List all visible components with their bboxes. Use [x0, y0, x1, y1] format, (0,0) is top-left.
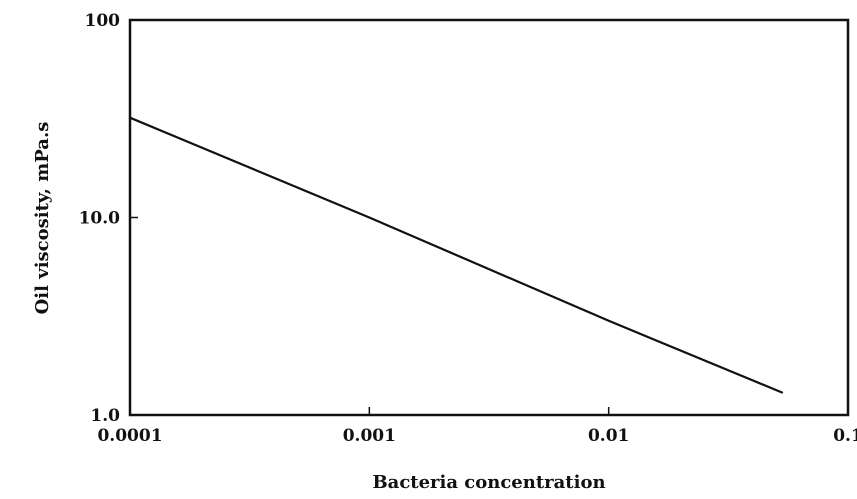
x-tick-label: 0.1	[833, 426, 857, 446]
x-tick-label: 0.01	[588, 426, 629, 446]
y-axis-ticks: 1.0 10.0 100	[79, 11, 138, 426]
y-tick-label: 100	[85, 11, 121, 31]
x-tick-label: 0.0001	[97, 426, 162, 446]
y-axis-label: Oil viscosity, mPa.s	[32, 122, 53, 315]
y-tick-label: 10.0	[79, 209, 121, 229]
x-axis-ticks: 0.0001 0.001 0.01 0.1	[97, 407, 857, 446]
x-tick-label: 0.001	[343, 426, 396, 446]
series-line	[128, 116, 784, 394]
plot-frame	[128, 18, 850, 417]
x-axis-label: Bacteria concentration	[372, 472, 605, 493]
series-layer	[128, 116, 784, 394]
y-tick-label: 1.0	[90, 406, 120, 426]
